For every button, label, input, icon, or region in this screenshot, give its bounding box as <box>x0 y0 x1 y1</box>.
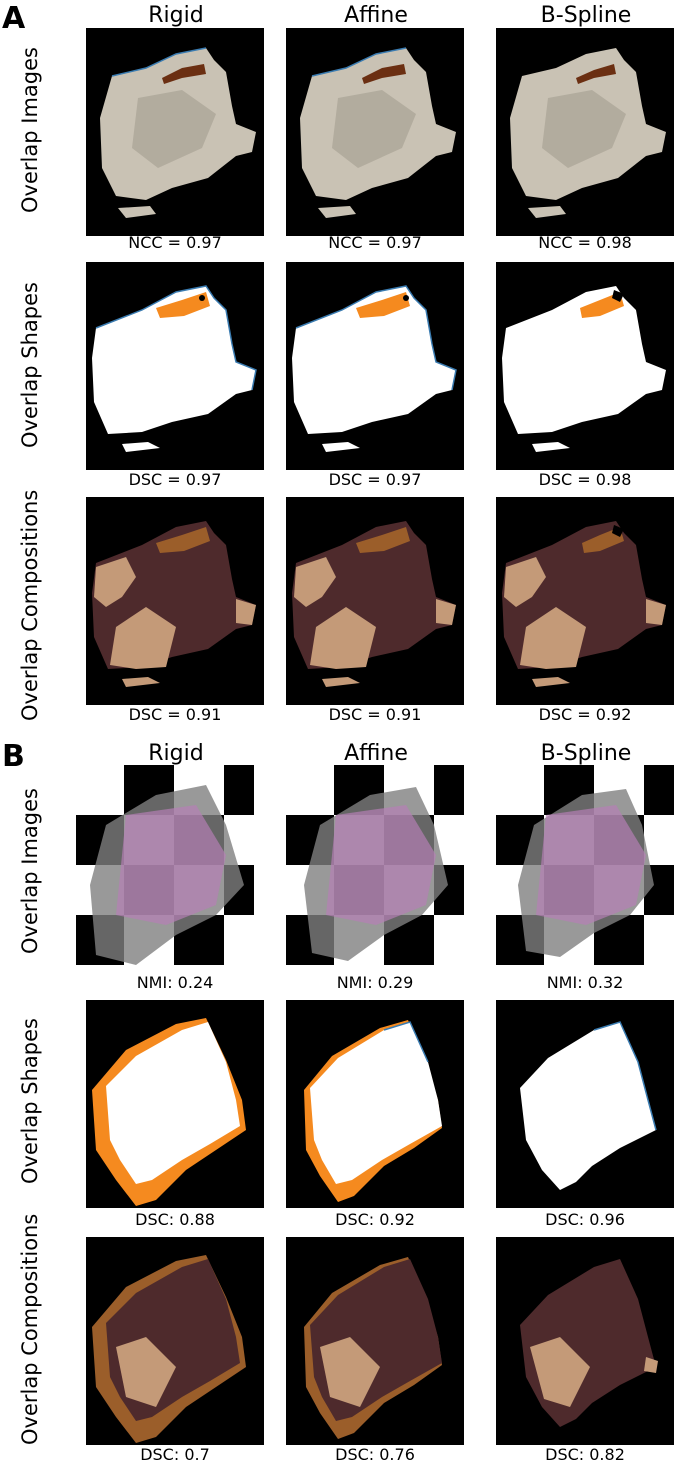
row-label-overlap-images: Overlap Images <box>18 47 42 213</box>
row-label-overlap-shapes-b: Overlap Shapes <box>18 1018 42 1184</box>
overlap-composition-bspline-b <box>496 1237 674 1445</box>
metric-dsc-shape-bspline-b: DSC: 0.96 <box>545 1210 625 1229</box>
overlap-composition-affine-b <box>286 1237 464 1445</box>
panel-letter-a: A <box>2 1 26 36</box>
metric-nmi-affine: NMI: 0.29 <box>336 973 414 992</box>
overlap-image-bspline <box>496 28 674 236</box>
metric-dsc-comp-affine: DSC = 0.91 <box>328 705 422 724</box>
column-title-affine: Affine <box>344 3 408 28</box>
metric-dsc-shape-rigid-b: DSC: 0.88 <box>135 1210 215 1229</box>
overlap-image-rigid <box>86 28 264 236</box>
overlap-shape-bspline-b <box>496 1000 674 1208</box>
metric-dsc-comp-bspline: DSC = 0.92 <box>538 705 632 724</box>
metric-dsc-shape-affine-b: DSC: 0.92 <box>335 1210 415 1229</box>
row-label-overlap-images-b: Overlap Images <box>18 788 42 954</box>
panel-letter-b: B <box>2 739 25 774</box>
overlap-image-affine <box>286 28 464 236</box>
overlap-shape-affine <box>286 262 464 470</box>
column-title-rigid-b: Rigid <box>148 741 204 766</box>
metric-ncc-bspline: NCC = 0.98 <box>538 233 632 252</box>
metric-dsc-shape-affine: DSC = 0.97 <box>328 470 422 489</box>
metric-ncc-rigid: NCC = 0.97 <box>128 233 222 252</box>
column-title-bspline: B-Spline <box>540 3 632 28</box>
metric-nmi-bspline: NMI: 0.32 <box>546 973 624 992</box>
overlap-composition-affine <box>286 497 464 705</box>
metric-dsc-comp-affine-b: DSC: 0.76 <box>335 1445 415 1464</box>
checkerboard-image-affine <box>286 765 464 973</box>
column-title-rigid: Rigid <box>148 3 204 28</box>
overlap-shape-rigid <box>86 262 264 470</box>
overlap-composition-rigid-b <box>86 1237 264 1445</box>
checkerboard-image-bspline <box>496 765 674 973</box>
row-label-overlap-compositions: Overlap Compositions <box>18 489 42 721</box>
metric-dsc-comp-rigid: DSC = 0.91 <box>128 705 222 724</box>
row-label-overlap-shapes: Overlap Shapes <box>18 282 42 448</box>
overlap-composition-rigid <box>86 497 264 705</box>
metric-dsc-shape-bspline: DSC = 0.98 <box>538 470 632 489</box>
column-title-bspline-b: B-Spline <box>540 741 632 766</box>
overlap-shape-bspline <box>496 262 674 470</box>
overlap-shape-rigid-b <box>86 1000 264 1208</box>
metric-dsc-shape-rigid: DSC = 0.97 <box>128 470 222 489</box>
column-title-affine-b: Affine <box>344 741 408 766</box>
metric-dsc-comp-rigid-b: DSC: 0.7 <box>140 1445 210 1464</box>
overlap-composition-bspline <box>496 497 674 705</box>
metric-ncc-affine: NCC = 0.97 <box>328 233 422 252</box>
overlap-shape-affine-b <box>286 1000 464 1208</box>
metric-dsc-comp-bspline-b: DSC: 0.82 <box>545 1445 625 1464</box>
checkerboard-image-rigid <box>76 765 254 973</box>
metric-nmi-rigid: NMI: 0.24 <box>136 973 214 992</box>
row-label-overlap-compositions-b: Overlap Compositions <box>18 1213 42 1445</box>
